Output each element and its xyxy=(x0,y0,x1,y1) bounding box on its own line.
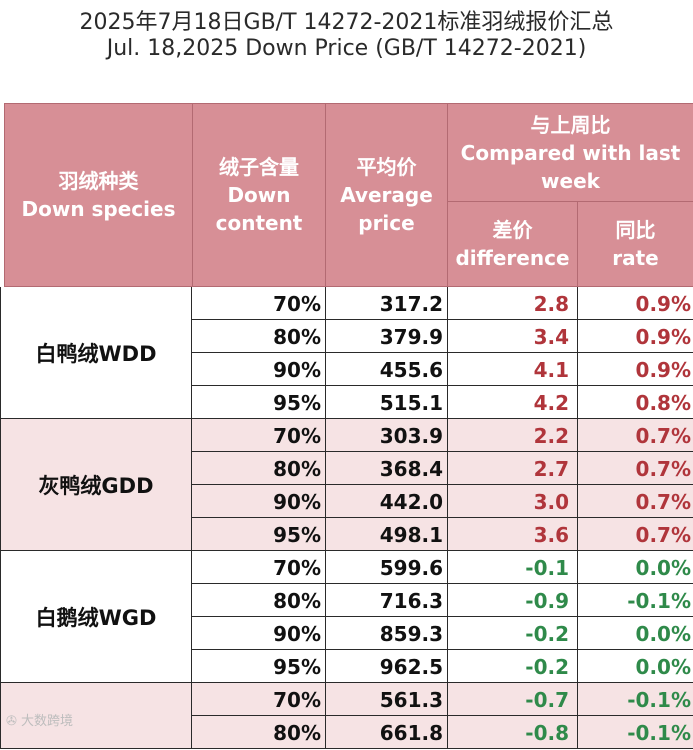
header-content-en1: Down xyxy=(227,183,291,207)
header-compare-en1: Compared with last xyxy=(460,140,681,165)
title-chinese: 2025年7月18日GB/T 14272-2021标准羽绒报价汇总 xyxy=(79,10,614,35)
average-price-cell: 303.9 xyxy=(326,419,448,451)
header-compare-cn: 与上周比 xyxy=(530,112,611,137)
header-average-en1: Average xyxy=(340,183,433,207)
difference-cell: -0.1 xyxy=(448,551,578,583)
watermark-text: 大数跨境 xyxy=(21,714,74,729)
table-row: 80% 716.3 -0.9 -0.1% xyxy=(192,584,693,617)
content-cell: 70% xyxy=(192,551,326,583)
header-species-cn: 羽绒种类 xyxy=(58,169,139,193)
difference-cell: -0.2 xyxy=(448,617,578,649)
header-average-cn: 平均价 xyxy=(356,155,417,179)
difference-cell: -0.2 xyxy=(448,650,578,682)
species-cell: 白鹅绒WGD xyxy=(0,551,192,683)
header-difference: 差价 difference xyxy=(448,202,578,287)
content-cell: 80% xyxy=(192,584,326,616)
average-price-cell: 368.4 xyxy=(326,452,448,484)
rate-cell: 0.7% xyxy=(635,490,691,514)
rate-cell: 0.0% xyxy=(635,622,691,646)
rate-cell: -0.1% xyxy=(627,721,691,745)
average-price-cell: 661.8 xyxy=(326,716,448,748)
rate-cell: 0.0% xyxy=(635,556,691,580)
rate-cell: 0.9% xyxy=(635,325,691,349)
content-cell: 95% xyxy=(192,650,326,682)
table-row: 95% 515.1 4.2 0.8% xyxy=(192,386,693,419)
table-row: 70% 303.9 2.2 0.7% xyxy=(192,419,693,452)
rate-cell: 0.7% xyxy=(635,523,691,547)
content-cell: 70% xyxy=(192,419,326,451)
rate-cell: 0.0% xyxy=(635,655,691,679)
difference-cell: 3.6 xyxy=(448,518,578,550)
rate-cell: 0.7% xyxy=(635,457,691,481)
table-row: 90% 455.6 4.1 0.9% xyxy=(192,353,693,386)
rate-cell: 0.7% xyxy=(635,424,691,448)
content-cell: 95% xyxy=(192,518,326,550)
average-price-cell: 317.2 xyxy=(326,287,448,319)
table-row: 80% 368.4 2.7 0.7% xyxy=(192,452,693,485)
content-cell: 70% xyxy=(192,287,326,319)
content-cell: 80% xyxy=(192,452,326,484)
header-content-cn: 绒子含量 xyxy=(218,155,299,179)
header-species: 羽绒种类 Down species xyxy=(4,103,193,287)
rate-cell: 0.9% xyxy=(635,358,691,382)
difference-cell: -0.8 xyxy=(448,716,578,748)
difference-cell: 2.7 xyxy=(448,452,578,484)
title-english: Jul. 18,2025 Down Price (GB/T 14272-2021… xyxy=(106,36,587,61)
table-row: 95% 962.5 -0.2 0.0% xyxy=(192,650,693,683)
content-cell: 70% xyxy=(192,683,326,715)
species-cell: 白鸭绒WDD xyxy=(0,287,192,419)
table-row: 90% 442.0 3.0 0.7% xyxy=(192,485,693,518)
header-species-en: Down species xyxy=(21,197,176,221)
content-cell: 80% xyxy=(192,716,326,748)
rate-cell: -0.1% xyxy=(627,589,691,613)
rate-cell: -0.1% xyxy=(627,688,691,712)
table-row: 70% 599.6 -0.1 0.0% xyxy=(192,551,693,584)
content-cell: 90% xyxy=(192,485,326,517)
average-price-cell: 455.6 xyxy=(326,353,448,385)
difference-cell: 2.8 xyxy=(448,287,578,319)
table-row: 70% 561.3 -0.7 -0.1% xyxy=(192,683,693,716)
difference-cell: -0.7 xyxy=(448,683,578,715)
average-price-cell: 442.0 xyxy=(326,485,448,517)
difference-cell: 3.0 xyxy=(448,485,578,517)
table-row: 95% 498.1 3.6 0.7% xyxy=(192,518,693,551)
difference-cell: 4.2 xyxy=(448,386,578,418)
content-cell: 90% xyxy=(192,617,326,649)
difference-cell: 2.2 xyxy=(448,419,578,451)
rate-cell: 0.8% xyxy=(635,391,691,415)
header-rate: 同比 rate xyxy=(578,202,693,287)
header-average: 平均价 Average price xyxy=(326,103,448,287)
average-price-cell: 498.1 xyxy=(326,518,448,550)
header-compare: 与上周比 Compared with last week xyxy=(448,103,693,202)
average-price-cell: 599.6 xyxy=(326,551,448,583)
difference-cell: 4.1 xyxy=(448,353,578,385)
average-price-cell: 716.3 xyxy=(326,584,448,616)
table-row: 70% 317.2 2.8 0.9% xyxy=(192,287,693,320)
header-difference-en: difference xyxy=(455,246,570,270)
average-price-cell: 561.3 xyxy=(326,683,448,715)
average-price-cell: 379.9 xyxy=(326,320,448,352)
rate-cell: 0.9% xyxy=(635,292,691,316)
table-row: 90% 859.3 -0.2 0.0% xyxy=(192,617,693,650)
species-cell: 灰鸭绒GDD xyxy=(0,419,192,551)
content-cell: 95% xyxy=(192,386,326,418)
average-price-cell: 515.1 xyxy=(326,386,448,418)
watermark-icon: ✇ xyxy=(6,714,22,729)
table-row: 80% 661.8 -0.8 -0.1% xyxy=(192,716,693,749)
average-price-cell: 962.5 xyxy=(326,650,448,682)
content-cell: 80% xyxy=(192,320,326,352)
header-average-en2: price xyxy=(358,211,415,235)
header-content: 绒子含量 Down content xyxy=(193,103,326,287)
header-rate-en: rate xyxy=(612,246,659,270)
difference-cell: -0.9 xyxy=(448,584,578,616)
average-price-cell: 859.3 xyxy=(326,617,448,649)
table-row: 80% 379.9 3.4 0.9% xyxy=(192,320,693,353)
header-compare-en2: week xyxy=(541,168,600,193)
difference-cell: 3.4 xyxy=(448,320,578,352)
watermark: ✇ 大数跨境 xyxy=(6,710,73,729)
header-rate-cn: 同比 xyxy=(615,218,656,242)
content-cell: 90% xyxy=(192,353,326,385)
header-difference-cn: 差价 xyxy=(492,218,533,242)
header-content-en2: content xyxy=(215,211,303,235)
